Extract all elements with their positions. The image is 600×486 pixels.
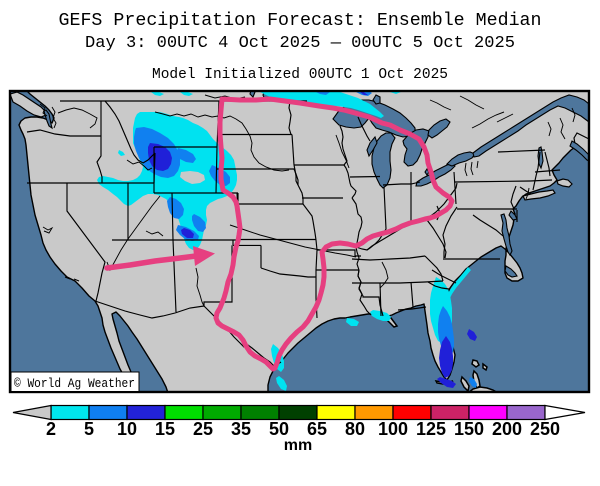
svg-text:GEFS Precipitation Forecast: E: GEFS Precipitation Forecast: Ensemble Me… <box>59 10 542 31</box>
svg-text:100: 100 <box>378 419 408 439</box>
svg-text:Day 3: 00UTC 4 Oct 2025 — 00UT: Day 3: 00UTC 4 Oct 2025 — 00UTC 5 Oct 20… <box>85 33 515 52</box>
svg-text:10: 10 <box>117 419 137 439</box>
svg-text:250: 250 <box>530 419 560 439</box>
svg-text:125: 125 <box>416 419 446 439</box>
svg-text:150: 150 <box>454 419 484 439</box>
svg-text:2: 2 <box>46 419 56 439</box>
svg-text:25: 25 <box>193 419 213 439</box>
svg-text:mm: mm <box>284 437 312 454</box>
svg-text:15: 15 <box>155 419 175 439</box>
svg-text:© World Ag Weather: © World Ag Weather <box>14 377 135 391</box>
svg-text:65: 65 <box>307 419 327 439</box>
svg-text:5: 5 <box>84 419 94 439</box>
svg-text:35: 35 <box>231 419 251 439</box>
svg-text:Model Initialized 00UTC 1 Oct: Model Initialized 00UTC 1 Oct 2025 <box>152 67 448 83</box>
svg-text:200: 200 <box>492 419 522 439</box>
svg-text:50: 50 <box>269 419 289 439</box>
svg-text:80: 80 <box>345 419 365 439</box>
